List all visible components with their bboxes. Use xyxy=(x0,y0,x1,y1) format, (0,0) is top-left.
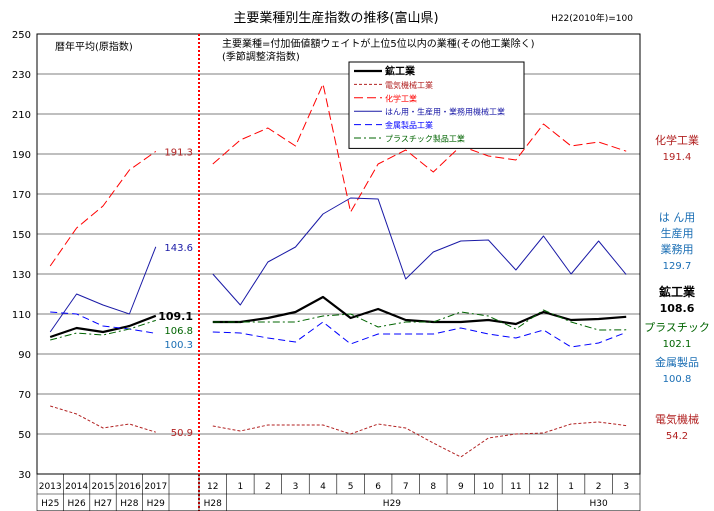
annual-end-labels: 191.3 143.6 109.1 106.8 100.3 50.9 xyxy=(158,147,193,439)
x-era-label: H29 xyxy=(383,499,401,509)
monthly-note-2: (季節調整済指数) xyxy=(222,50,300,63)
annual-end-label: 191.3 xyxy=(164,147,193,158)
x-tick-label-month: 2 xyxy=(265,482,271,492)
annual-end-label: 106.8 xyxy=(164,326,193,337)
right-label-name: 生産用 xyxy=(661,226,694,240)
x-tick-label-month: 7 xyxy=(403,482,409,492)
y-tick-label: 170 xyxy=(12,190,31,201)
y-tick-label: 130 xyxy=(12,270,31,281)
legend-box xyxy=(348,61,525,149)
x-era-label: H28 xyxy=(204,499,222,509)
right-label-name: 鉱工業 xyxy=(659,284,696,299)
annual-end-label: 50.9 xyxy=(171,428,193,439)
x-era-label: H25 xyxy=(41,499,59,509)
series-line-annual-plastic xyxy=(50,319,156,341)
annual-end-label: 109.1 xyxy=(158,310,193,323)
right-label-value: 108.6 xyxy=(660,302,695,315)
right-label-name: は ん用 xyxy=(659,211,696,224)
x-tick-label-month: 3 xyxy=(623,482,629,492)
x-tick-label-month: 12 xyxy=(207,482,218,492)
x-tick-label-year: 2013 xyxy=(39,482,62,492)
legend-label-machinery: はん用・生産用・業務用機械工業 xyxy=(385,107,505,117)
y-tick-label: 110 xyxy=(12,310,31,321)
annual-end-label: 100.3 xyxy=(164,340,193,351)
x-tick-label-month: 8 xyxy=(430,482,436,492)
y-tick-label: 190 xyxy=(12,150,31,161)
legend-label-metal: 金属製品工業 xyxy=(385,120,433,130)
series-line-annual-mining xyxy=(49,314,157,339)
series-line-monthly-plastic xyxy=(212,309,627,331)
legend-label-electric: 電気機械工業 xyxy=(385,80,433,90)
monthly-note-1: 主要業種=付加価値額ウェイトが上位5位以内の業種(その他工業除く) xyxy=(222,37,535,50)
y-tick-label: 50 xyxy=(18,430,31,441)
series-line-monthly-electric xyxy=(212,421,627,458)
series-line-annual-electric xyxy=(50,405,156,433)
chart-title: 主要業種別生産指数の推移(富山県) xyxy=(233,10,438,26)
x-tick-label-month: 11 xyxy=(510,482,521,492)
series-line-monthly-mining xyxy=(212,295,627,326)
x-tick-label-month: 1 xyxy=(237,482,243,492)
x-tick-label-month: 2 xyxy=(596,482,602,492)
y-tick-label: 150 xyxy=(12,230,31,241)
y-tick-label: 70 xyxy=(18,390,31,401)
annual-label: 暦年平均(原指数) xyxy=(55,40,133,53)
x-tick-label-year: 2017 xyxy=(144,482,167,492)
right-label-name: 金属製品 xyxy=(655,355,699,369)
x-era-label: H28 xyxy=(120,499,138,509)
annual-end-label: 143.6 xyxy=(164,243,193,254)
x-tick-label-month: 9 xyxy=(458,482,464,492)
right-label-name: 電気機械 xyxy=(655,412,699,426)
right-label-name: プラスチック xyxy=(644,321,710,334)
series-line-annual-metal xyxy=(50,311,156,334)
x-era-label: H27 xyxy=(94,499,112,509)
plot-frame xyxy=(36,33,641,475)
right-label-value: 54.2 xyxy=(666,431,688,442)
right-label-name: 業務用 xyxy=(661,242,694,256)
series-line-annual-machinery xyxy=(49,246,157,333)
y-tick-label: 90 xyxy=(18,350,31,361)
y-tick-label: 30 xyxy=(18,470,31,481)
x-tick-label-year: 2015 xyxy=(92,482,115,492)
series-line-monthly-machinery xyxy=(212,197,627,306)
x-tick-label-month: 12 xyxy=(538,482,549,492)
x-tick-label-month: 10 xyxy=(483,482,495,492)
series-line-monthly-chemical xyxy=(212,83,627,213)
series-lines xyxy=(49,83,627,458)
x-tick-label-month: 4 xyxy=(320,482,326,492)
y-tick-label: 230 xyxy=(12,70,31,81)
series-line-annual-chemical xyxy=(49,150,157,267)
base-note: H22(2010年)=100 xyxy=(551,12,633,24)
x-era-label: H29 xyxy=(147,499,165,509)
legend-label-chemical: 化学工業 xyxy=(385,93,417,103)
right-label-value: 102.1 xyxy=(663,339,692,350)
right-label-value: 100.8 xyxy=(663,374,692,385)
right-label-name: 化学工業 xyxy=(655,133,699,147)
y-tick-label: 210 xyxy=(12,110,31,121)
right-label-value: 129.7 xyxy=(663,261,692,272)
x-tick-label-month: 3 xyxy=(293,482,299,492)
plot-grid xyxy=(36,33,641,475)
legend-label-plastic: プラスチック製品工業 xyxy=(385,134,465,144)
x-era-label: H30 xyxy=(590,499,608,509)
x-tick-label-year: 2016 xyxy=(118,482,141,492)
x-tick-label-month: 6 xyxy=(375,482,381,492)
y-axis-tick-labels: 30 50 70 90 110 130 150 170 190 210 230 250 xyxy=(12,30,31,481)
x-tick-label-year: 2014 xyxy=(65,482,88,492)
legend-label-mining: 鉱工業 xyxy=(385,65,416,78)
x-tick-label-month: 1 xyxy=(568,482,574,492)
x-tick-label-month: 5 xyxy=(348,482,354,492)
y-tick-label: 250 xyxy=(12,30,31,41)
series-line-monthly-metal xyxy=(212,321,627,348)
x-era-label: H26 xyxy=(67,499,85,509)
right-label-value: 191.4 xyxy=(663,152,692,163)
legend: 鉱工業電気機械工業化学工業はん用・生産用・業務用機械工業金属製品工業プラスチック… xyxy=(348,61,525,149)
